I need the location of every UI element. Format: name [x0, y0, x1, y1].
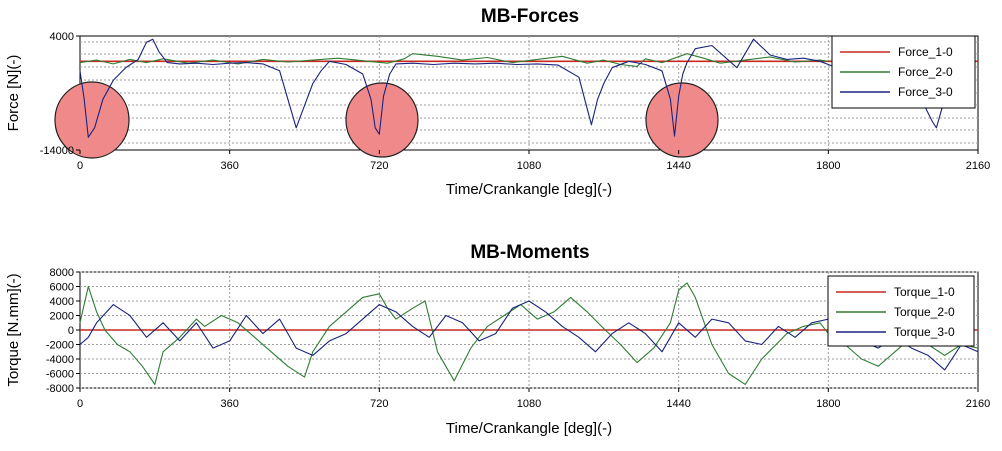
y-tick-label: -14000 [40, 145, 74, 157]
highlight-circle [345, 82, 419, 158]
y-tick-label: -2000 [46, 340, 74, 352]
chart-title: MB-Forces [481, 6, 579, 27]
x-tick-label: 0 [77, 398, 83, 410]
y-tick-label: -6000 [46, 369, 74, 381]
series-line-torque_2-0 [79, 282, 979, 385]
x-tick-label: 1800 [816, 398, 840, 410]
legend: Torque_1-0 Torque_2-0 Torque_3-0 [827, 275, 975, 347]
y-tick-label: -4000 [46, 354, 74, 366]
y-tick-label: 0 [68, 325, 74, 337]
chart-title: MB-Moments [470, 242, 589, 263]
series-line-force_3-0 [79, 38, 970, 138]
legend-label: Force_2-0 [898, 65, 953, 79]
x-tick-label: 720 [370, 160, 388, 172]
x-tick-label: 0 [77, 160, 83, 172]
x-tick-label: 2160 [966, 398, 990, 410]
legend-label: Torque_3-0 [894, 325, 955, 339]
y-tick-label: 6000 [50, 282, 74, 294]
y-axis-label: Torque [N.mm](-) [5, 273, 22, 386]
y-tick-label: 8000 [50, 267, 74, 279]
y-axis-label: Force [N](-) [5, 55, 22, 132]
legend-label: Torque_1-0 [894, 285, 955, 299]
legend: Force_1-0 Force_2-0 Force_3-0 [831, 35, 976, 109]
x-axis-label: Time/Crankangle [deg](-) [446, 420, 612, 437]
y-tick-label: -8000 [46, 383, 74, 395]
legend-label: Torque_2-0 [894, 305, 955, 319]
x-tick-label: 720 [370, 398, 388, 410]
chart-1: MB-Moments 0 360 720 1080 1440 1800 2160 8000 600… [5, 242, 990, 437]
x-tick-label: 1080 [517, 398, 541, 410]
x-axis-label: Time/Crankangle [deg](-) [446, 181, 612, 198]
legend-label: Force_3-0 [898, 85, 953, 99]
x-tick-label: 1440 [666, 160, 690, 172]
series-line-torque_3-0 [79, 300, 979, 371]
x-tick-label: 1440 [666, 398, 690, 410]
y-tick-label: 4000 [50, 31, 74, 43]
x-tick-label: 2160 [966, 160, 990, 172]
legend-label: Force_1-0 [898, 45, 953, 59]
x-tick-label: 1800 [816, 160, 840, 172]
highlight-circle [645, 82, 719, 158]
chart-0: MB-Forces 0 360 720 1080 1440 1800 2160 4000 -140… [5, 6, 990, 198]
x-tick-label: 360 [220, 160, 238, 172]
legend-box [827, 275, 975, 347]
x-tick-label: 1080 [517, 160, 541, 172]
highlight-circle [54, 81, 130, 159]
x-tick-label: 360 [220, 398, 238, 410]
y-tick-label: 2000 [50, 311, 74, 323]
y-tick-label: 4000 [50, 296, 74, 308]
